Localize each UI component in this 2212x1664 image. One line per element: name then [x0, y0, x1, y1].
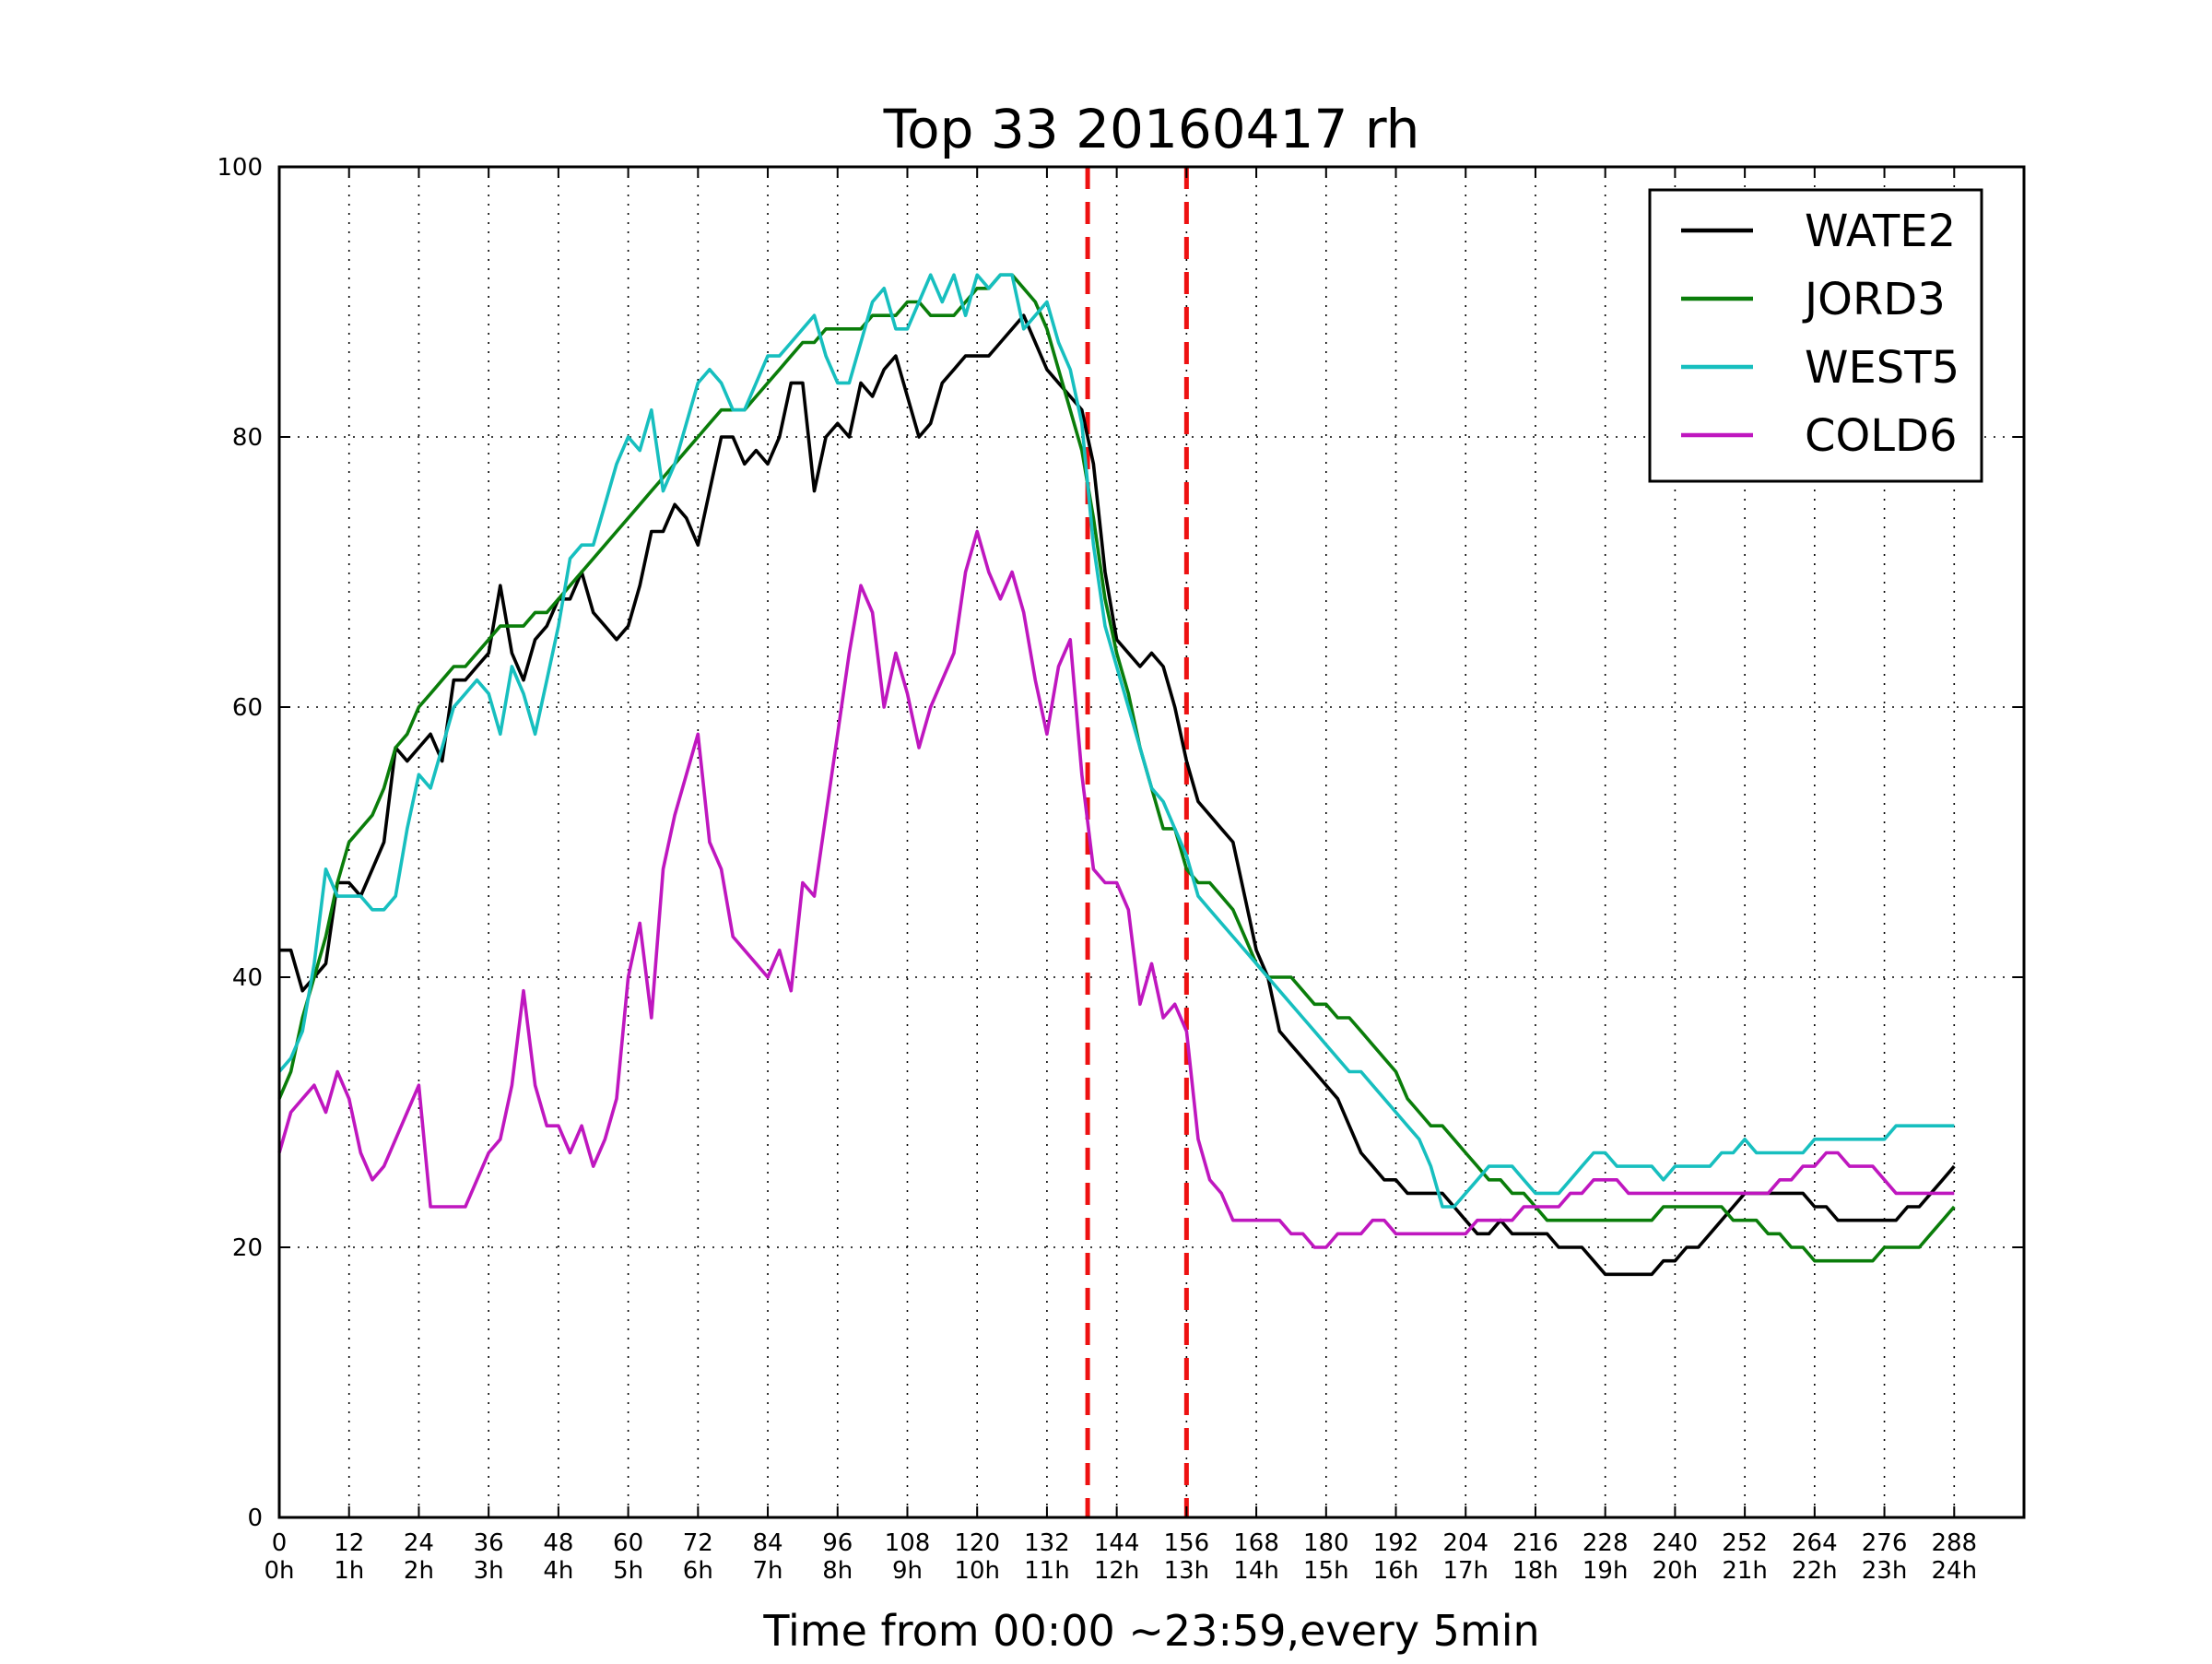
- x-tick-hour-label: 2h: [404, 1557, 434, 1585]
- x-tick-hour-label: 10h: [954, 1557, 1000, 1585]
- x-tick-hour-label: 15h: [1303, 1557, 1349, 1585]
- x-tick-hour-label: 9h: [892, 1557, 923, 1585]
- x-tick-label: 252: [1722, 1529, 1768, 1557]
- x-tick-hour-label: 4h: [543, 1557, 573, 1585]
- x-tick-label: 240: [1653, 1529, 1699, 1557]
- x-tick-label: 120: [954, 1529, 1000, 1557]
- x-tick-label: 276: [1862, 1529, 1908, 1557]
- x-tick-hour-label: 5h: [613, 1557, 643, 1585]
- x-tick-label: 180: [1303, 1529, 1349, 1557]
- x-tick-label: 228: [1583, 1529, 1629, 1557]
- x-tick-hour-label: 23h: [1862, 1557, 1908, 1585]
- legend-label-cold6: COLD6: [1805, 410, 1958, 462]
- series-line-west5: [277, 273, 1955, 1209]
- x-tick-label: 144: [1094, 1529, 1140, 1557]
- series-lines: [277, 273, 1956, 1277]
- plot-frame: [277, 165, 2026, 1519]
- x-tick-label: 96: [822, 1529, 853, 1557]
- marker-lines: [1085, 167, 1189, 1517]
- x-tick-hour-label: 22h: [1792, 1557, 1838, 1585]
- x-tick-hour-label: 13h: [1164, 1557, 1210, 1585]
- chart-title: Top 33 20160417 rh: [883, 98, 1420, 160]
- axis-ticks: 00h121h242h363h484h605h726h847h968h1089h…: [217, 154, 2024, 1585]
- legend-box: [1648, 188, 1983, 483]
- x-tick-hour-label: 14h: [1233, 1557, 1279, 1585]
- legend-label-wate2: WATE2: [1805, 206, 1956, 257]
- y-tick-label: 20: [232, 1234, 263, 1262]
- x-tick-hour-label: 7h: [753, 1557, 783, 1585]
- y-tick-label: 40: [232, 964, 263, 992]
- x-tick-label: 24: [404, 1529, 434, 1557]
- x-tick-label: 132: [1024, 1529, 1070, 1557]
- x-tick-label: 60: [613, 1529, 643, 1557]
- x-tick-label: 72: [683, 1529, 713, 1557]
- x-tick-label: 48: [543, 1529, 573, 1557]
- x-tick-label: 168: [1233, 1529, 1279, 1557]
- x-tick-label: 216: [1512, 1529, 1559, 1557]
- y-tick-label: 100: [217, 154, 263, 182]
- x-tick-hour-label: 3h: [474, 1557, 504, 1585]
- x-tick-label: 264: [1792, 1529, 1838, 1557]
- x-tick-hour-label: 18h: [1512, 1557, 1559, 1585]
- legend-label-west5: WEST5: [1805, 342, 1959, 394]
- x-tick-hour-label: 1h: [334, 1557, 364, 1585]
- series-line-cold6: [277, 529, 1955, 1249]
- x-tick-hour-label: 24h: [1931, 1557, 1977, 1585]
- x-tick-hour-label: 16h: [1373, 1557, 1419, 1585]
- x-tick-hour-label: 8h: [822, 1557, 853, 1585]
- legend-label-jord3: JORD3: [1802, 274, 1946, 325]
- x-tick-hour-label: 17h: [1442, 1557, 1488, 1585]
- x-tick-label: 36: [474, 1529, 504, 1557]
- legend: WATE2 JORD3 WEST5 COLD6: [1648, 188, 1983, 483]
- x-tick-hour-label: 6h: [683, 1557, 713, 1585]
- y-tick-label: 60: [232, 694, 263, 722]
- x-tick-label: 204: [1442, 1529, 1488, 1557]
- x-tick-label: 288: [1931, 1529, 1977, 1557]
- y-tick-label: 80: [232, 424, 263, 452]
- x-tick-hour-label: 12h: [1094, 1557, 1140, 1585]
- x-tick-hour-label: 20h: [1653, 1557, 1699, 1585]
- x-tick-hour-label: 19h: [1583, 1557, 1629, 1585]
- x-tick-hour-label: 11h: [1024, 1557, 1070, 1585]
- x-tick-hour-label: 21h: [1722, 1557, 1768, 1585]
- x-tick-label: 108: [885, 1529, 931, 1557]
- x-tick-label: 12: [334, 1529, 364, 1557]
- x-tick-hour-label: 0h: [264, 1557, 294, 1585]
- series-line-jord3: [277, 273, 1956, 1263]
- y-tick-label: 0: [247, 1505, 263, 1532]
- x-tick-label: 0: [272, 1529, 288, 1557]
- x-tick-label: 156: [1164, 1529, 1210, 1557]
- x-axis-label: Time from 00:00 ~23:59,every 5min: [762, 1606, 1539, 1656]
- x-tick-label: 192: [1373, 1529, 1419, 1557]
- x-tick-label: 84: [752, 1529, 782, 1557]
